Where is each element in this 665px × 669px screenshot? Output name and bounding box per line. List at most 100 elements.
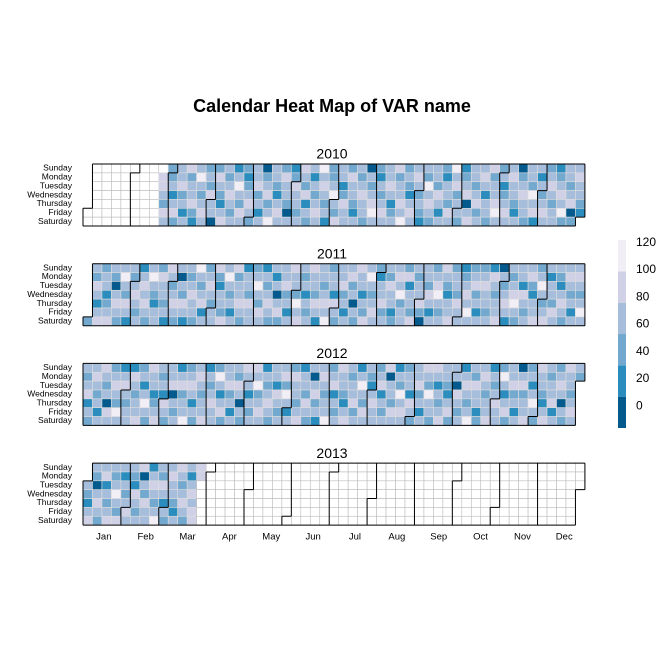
day-cell [120, 363, 131, 373]
day-cell [537, 208, 548, 218]
day-cell [395, 416, 406, 426]
day-cell [376, 272, 387, 282]
day-cell [404, 371, 415, 382]
empty-cell [423, 507, 434, 517]
day-cell [300, 298, 311, 309]
day-cell [224, 380, 235, 391]
day-cell [272, 181, 283, 191]
day-cell [489, 199, 500, 209]
day-cell [167, 371, 178, 382]
day-cell [177, 416, 188, 426]
day-cell [338, 163, 349, 174]
day-cell [300, 380, 311, 391]
day-cell [291, 416, 302, 426]
day-cell [499, 389, 510, 400]
day-cell [414, 208, 425, 218]
day-cell [309, 363, 321, 373]
day-cell [385, 416, 396, 426]
empty-cell [489, 480, 500, 490]
day-cell [224, 389, 235, 400]
day-cell [300, 208, 311, 218]
day-cell [101, 398, 112, 408]
day-cell [281, 199, 292, 209]
day-cell [101, 498, 112, 508]
day-cell [338, 316, 349, 327]
day-cell [309, 163, 321, 174]
day-cell [101, 363, 112, 373]
month-label: Dec [556, 532, 573, 543]
day-cell [470, 289, 482, 300]
day-cell [234, 307, 245, 318]
day-cell [489, 407, 500, 417]
day-cell [404, 398, 415, 408]
day-cell [167, 462, 178, 473]
day-cell [319, 363, 330, 373]
day-cell [196, 289, 207, 300]
day-cell [319, 172, 330, 183]
empty-cell [101, 172, 112, 183]
day-cell [186, 480, 197, 490]
day-cell [272, 298, 283, 309]
day-cell [395, 163, 406, 174]
day-cell [92, 281, 103, 291]
day-cell [224, 181, 235, 191]
day-cell [196, 371, 207, 382]
empty-cell [253, 462, 264, 473]
day-cell [234, 199, 245, 209]
day-cell [291, 190, 302, 200]
empty-cell [148, 208, 160, 218]
day-cell [328, 307, 339, 318]
day-cell [139, 298, 150, 309]
weekday-label: Tuesday [40, 480, 73, 490]
day-cell [527, 380, 538, 391]
day-cell [281, 389, 292, 400]
empty-cell [461, 489, 472, 499]
empty-cell [395, 498, 406, 508]
day-cell [120, 263, 131, 273]
day-cell [423, 316, 434, 327]
day-cell [480, 163, 491, 174]
empty-cell [139, 181, 150, 191]
day-cell [452, 416, 463, 426]
day-cell [111, 498, 122, 508]
empty-cell [291, 462, 302, 473]
empty-cell [575, 462, 586, 473]
empty-cell [565, 462, 576, 473]
empty-cell [385, 515, 396, 526]
day-cell [139, 363, 150, 373]
empty-cell [470, 515, 482, 526]
day-cell [111, 462, 122, 473]
day-cell [215, 316, 226, 327]
day-cell [272, 380, 283, 391]
day-cell [508, 208, 519, 218]
day-cell [215, 363, 226, 373]
empty-cell [234, 515, 245, 526]
day-cell [357, 181, 368, 191]
empty-cell [404, 515, 415, 526]
empty-cell [300, 498, 311, 508]
day-cell [281, 316, 292, 327]
empty-cell [262, 489, 273, 499]
day-cell [433, 272, 444, 282]
year-label: 2012 [316, 345, 347, 361]
day-cell [556, 307, 567, 318]
day-cell [480, 416, 491, 426]
day-cell [186, 263, 197, 273]
day-cell [253, 263, 264, 273]
day-cell [234, 407, 245, 417]
day-cell [300, 289, 311, 300]
day-cell [442, 163, 453, 174]
day-cell [414, 163, 425, 174]
day-cell [385, 190, 396, 200]
day-cell [537, 316, 548, 327]
day-cell [527, 389, 538, 400]
day-cell [234, 371, 245, 382]
day-cell [120, 507, 131, 517]
day-cell [92, 380, 103, 391]
day-cell [130, 389, 141, 400]
day-cell [489, 181, 500, 191]
empty-cell [556, 507, 567, 517]
day-cell [527, 172, 538, 183]
day-cell [300, 172, 311, 183]
day-cell [452, 389, 463, 400]
